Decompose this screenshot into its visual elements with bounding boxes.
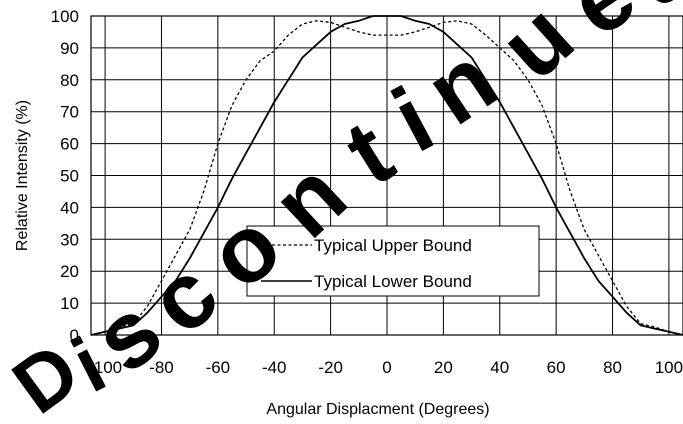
- legend-label: Typical Lower Bound: [314, 272, 472, 291]
- x-tick-label: 80: [603, 358, 622, 377]
- series-lines: [90, 15, 683, 336]
- y-tick-label: 20: [60, 262, 79, 281]
- x-tick-label: 0: [382, 358, 391, 377]
- y-tick-label: 100: [51, 7, 79, 26]
- x-tick-label: -60: [206, 358, 231, 377]
- y-tick-label: 10: [60, 294, 79, 313]
- x-axis-tick-labels: -100 -80 -60 -40 -20 0 20 40 60 80 100: [88, 358, 683, 377]
- y-tick-label: 90: [60, 39, 79, 58]
- y-axis-label: Relative Intensity (%): [14, 100, 31, 251]
- series-line-upper-bound: [90, 20, 683, 336]
- y-axis-tick-labels: 0 10 20 30 40 50 60 70 80 90 100: [51, 7, 79, 345]
- series-line-lower-bound: [90, 15, 683, 336]
- x-tick-label: 40: [490, 358, 509, 377]
- y-tick-label: 30: [60, 230, 79, 249]
- x-tick-label: 20: [434, 358, 453, 377]
- y-tick-label: 80: [60, 71, 79, 90]
- x-tick-label: 100: [655, 358, 683, 377]
- x-tick-label: -100: [88, 358, 122, 377]
- x-tick-label: -20: [318, 358, 343, 377]
- y-tick-label: 40: [60, 198, 79, 217]
- legend-label: Typical Upper Bound: [314, 236, 472, 255]
- x-axis-label: Angular Displacment (Degrees): [266, 401, 489, 418]
- y-tick-label: 50: [60, 167, 79, 186]
- legend: Typical Upper Bound Typical Lower Bound: [246, 225, 540, 297]
- x-tick-label: 60: [547, 358, 566, 377]
- x-tick-label: -80: [149, 358, 174, 377]
- y-tick-label: 60: [60, 135, 79, 154]
- y-tick-label: 70: [60, 103, 79, 122]
- legend-box: [246, 225, 540, 297]
- y-tick-label: 0: [70, 326, 79, 345]
- x-tick-label: -40: [262, 358, 287, 377]
